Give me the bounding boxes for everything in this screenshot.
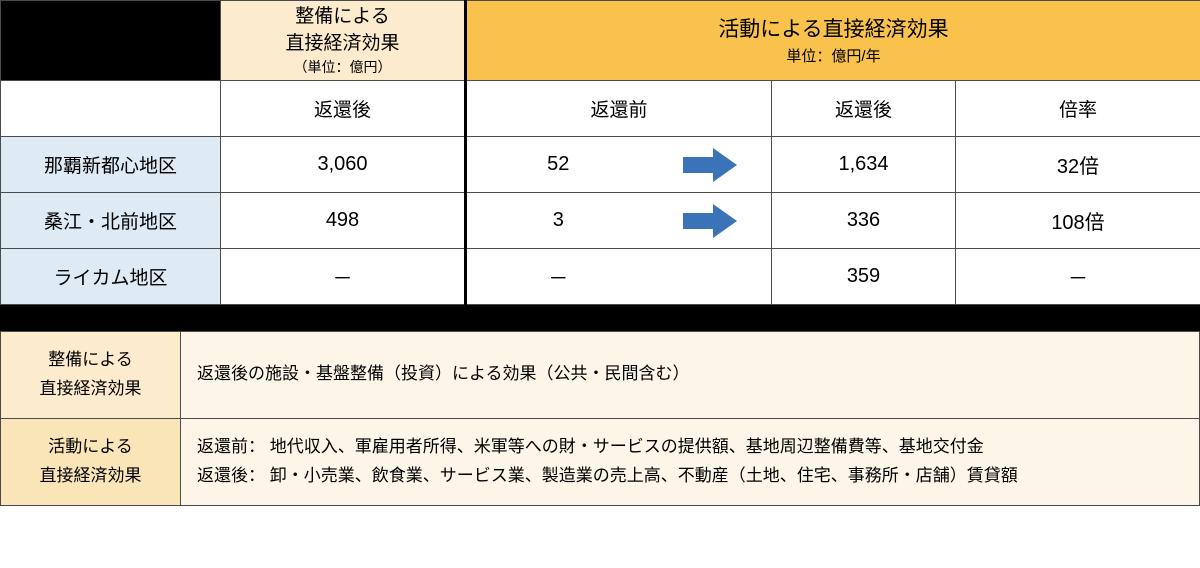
legend-desc: 返還前： 地代収入、軍雇用者所得、米軍等への財・サービスの提供額、基地周辺整備費… [181,418,1200,505]
legend-table: 整備による 直接経済効果 返還後の施設・基盤整備（投資）による効果（公共・民間含… [0,331,1200,506]
header-activity-title: 活動による直接経済効果 [467,15,1200,44]
legend-row: 整備による 直接経済効果 返還後の施設・基盤整備（投資）による効果（公共・民間含… [1,332,1200,419]
cell-maintenance: 3,060 [221,137,466,193]
legend-label-line2: 直接経済効果 [40,379,142,398]
header-activity: 活動による直接経済効果 単位：億円/年 [466,1,1200,81]
subheader-c2: 返還前 [466,81,772,137]
subheader-c1: 返還後 [221,81,466,137]
arrow-icon [683,148,737,182]
legend-desc-line1: 返還前： 地代収入、軍雇用者所得、米軍等への財・サービスの提供額、基地周辺整備費… [197,437,984,456]
legend-label: 整備による 直接経済効果 [1,332,181,419]
cell-after: 336 [772,193,956,249]
cell-arrow [650,193,772,249]
legend-desc: 返還後の施設・基盤整備（投資）による効果（公共・民間含む） [181,332,1200,419]
cell-before: 52 [466,137,650,193]
header-blank [1,1,221,81]
table-row: ライカム地区 － － 359 － [1,249,1200,305]
row-label: 桑江・北前地区 [1,193,221,249]
row-label: ライカム地区 [1,249,221,305]
cell-maintenance: － [221,249,466,305]
black-spacer [0,305,1200,331]
economic-effect-table: 整備による 直接経済効果 （単位：億円） 活動による直接経済効果 単位：億円/年… [0,0,1200,305]
cell-after: 359 [772,249,956,305]
cell-before: － [466,249,650,305]
table-row: 桑江・北前地区 498 3 336 108倍 [1,193,1200,249]
cell-before: 3 [466,193,650,249]
legend-label-line2: 直接経済効果 [40,466,142,485]
header-row-1: 整備による 直接経済効果 （単位：億円） 活動による直接経済効果 単位：億円/年 [1,1,1200,81]
legend-label-line1: 整備による [48,350,133,369]
table-row: 那覇新都心地区 3,060 52 1,634 32倍 [1,137,1200,193]
subheader-c3: 返還後 [772,81,956,137]
header-maintenance-line2: 直接経済効果 [285,33,399,54]
subheader-row: 返還後 返還前 返還後 倍率 [1,81,1200,137]
subheader-blank [1,81,221,137]
header-maintenance: 整備による 直接経済効果 （単位：億円） [221,1,466,81]
cell-maintenance: 498 [221,193,466,249]
row-label: 那覇新都心地区 [1,137,221,193]
legend-row: 活動による 直接経済効果 返還前： 地代収入、軍雇用者所得、米軍等への財・サービ… [1,418,1200,505]
cell-ratio: 32倍 [956,137,1200,193]
cell-after: 1,634 [772,137,956,193]
header-activity-unit: 単位：億円/年 [467,45,1200,66]
cell-ratio: 108倍 [956,193,1200,249]
legend-label-line1: 活動による [48,437,133,456]
header-maintenance-unit: （単位：億円） [221,57,464,77]
cell-arrow-empty [650,249,772,305]
cell-arrow [650,137,772,193]
subheader-c4: 倍率 [956,81,1200,137]
legend-label: 活動による 直接経済効果 [1,418,181,505]
legend-desc-line2: 返還後： 卸・小売業、飲食業、サービス業、製造業の売上高、不動産（土地、住宅、事… [197,466,1018,485]
arrow-icon [683,204,737,238]
header-maintenance-line1: 整備による [295,6,389,27]
cell-ratio: － [956,249,1200,305]
